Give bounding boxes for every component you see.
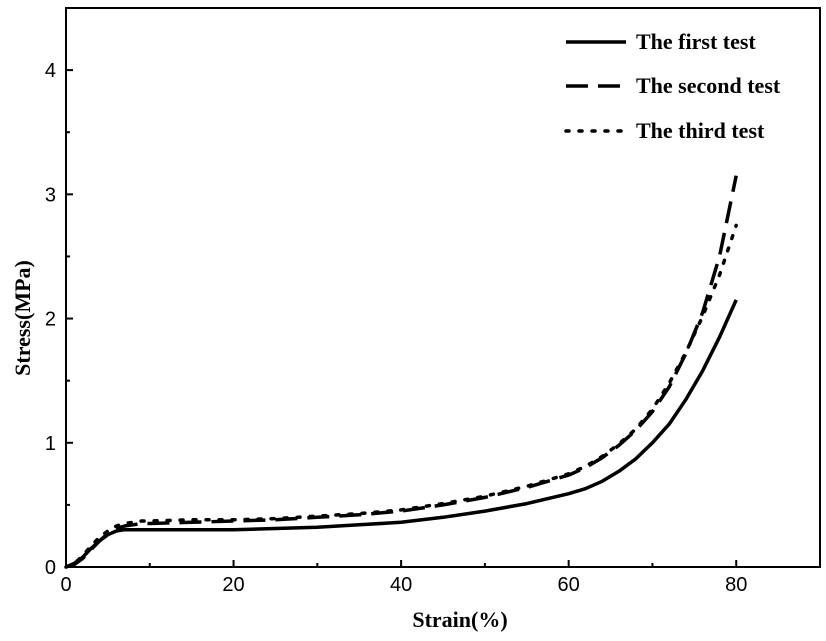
y-axis-title: Stress(MPa) <box>10 260 35 376</box>
x-axis-title: Strain(%) <box>412 607 507 632</box>
y-tick-label: 4 <box>45 60 56 82</box>
legend-label-2: The second test <box>636 73 781 98</box>
series-line-2 <box>65 175 738 569</box>
legend: The first test The second test The third t… <box>564 29 781 143</box>
axes-layer: 0 20 40 60 80 0 1 2 3 4 <box>45 7 821 596</box>
y-tick-label: 1 <box>45 433 56 455</box>
series-line-1 <box>65 299 738 569</box>
y-tick-label: 3 <box>45 184 56 206</box>
legend-label-3: The third test <box>636 118 765 143</box>
legend-label-1: The first test <box>636 29 756 54</box>
y-tick-label: 2 <box>45 309 56 331</box>
x-tick-label: 0 <box>60 574 71 596</box>
x-tick-label: 20 <box>222 574 244 596</box>
x-tick-label: 80 <box>725 574 747 596</box>
y-tick-label: 0 <box>45 557 56 579</box>
x-tick-label: 40 <box>390 574 412 596</box>
x-tick-label: 60 <box>558 574 580 596</box>
series-layer <box>64 175 738 569</box>
series-line-3 <box>64 223 738 569</box>
plot-frame <box>65 7 821 568</box>
